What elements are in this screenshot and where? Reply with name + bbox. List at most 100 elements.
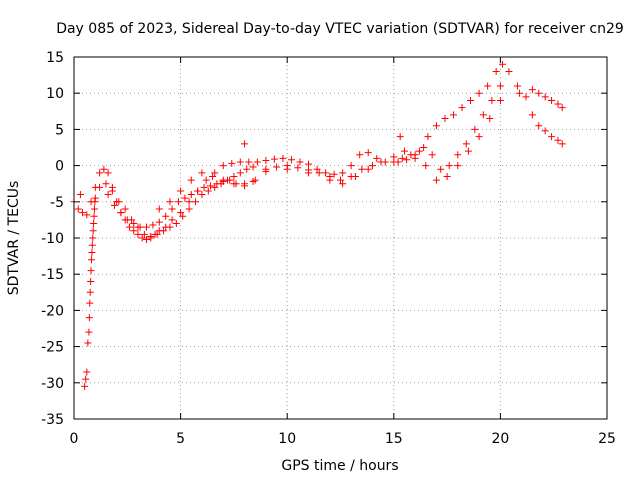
data-point <box>287 156 295 164</box>
data-point <box>347 162 355 170</box>
data-point <box>219 176 227 184</box>
x-tick-label: 5 <box>176 431 185 447</box>
data-point <box>202 176 210 184</box>
series-group <box>155 169 259 213</box>
data-point <box>96 183 104 191</box>
data-point <box>155 205 163 213</box>
data-point <box>475 133 483 141</box>
data-point <box>313 165 321 173</box>
data-point <box>102 180 110 188</box>
data-point <box>326 176 334 184</box>
data-point <box>351 172 359 180</box>
data-point <box>117 209 125 217</box>
data-point <box>364 149 372 157</box>
data-point <box>168 205 176 213</box>
data-point <box>432 122 440 130</box>
data-point <box>91 194 99 202</box>
y-tick-label: 10 <box>46 86 64 102</box>
data-point <box>445 162 453 170</box>
data-point <box>226 176 234 184</box>
data-point <box>420 144 428 151</box>
data-point <box>162 212 170 220</box>
data-point <box>499 60 507 68</box>
data-point <box>121 205 129 213</box>
data-point <box>166 198 174 206</box>
data-point <box>111 201 119 209</box>
data-point <box>115 198 123 206</box>
data-point <box>390 153 398 161</box>
data-point <box>394 158 402 166</box>
data-point <box>548 133 556 141</box>
data-point <box>213 180 221 188</box>
data-point <box>528 111 536 119</box>
data-point <box>138 234 146 242</box>
data-point <box>79 209 87 217</box>
data-point <box>181 194 189 202</box>
data-point <box>108 187 116 195</box>
data-point <box>123 216 131 224</box>
data-point <box>492 67 500 75</box>
data-point <box>424 133 432 141</box>
data-point <box>84 339 92 347</box>
data-point <box>484 82 492 90</box>
data-point <box>249 163 257 171</box>
y-tick-label: -35 <box>41 412 64 428</box>
data-point <box>270 155 278 163</box>
data-point <box>228 159 236 167</box>
data-point <box>206 182 214 190</box>
data-point <box>558 140 566 148</box>
data-point <box>147 233 155 241</box>
data-point <box>294 164 302 172</box>
data-point <box>454 162 462 170</box>
x-axis-label: GPS time / hours <box>281 458 398 474</box>
data-point <box>253 158 261 166</box>
data-point <box>88 241 96 249</box>
data-point <box>83 368 91 376</box>
data-point <box>177 187 185 195</box>
data-point <box>134 230 142 238</box>
data-point <box>273 163 281 171</box>
data-point <box>305 169 313 177</box>
x-tick-labels: 0 5 10 15 20 25 <box>70 431 616 447</box>
series-group <box>70 60 507 243</box>
data-point <box>104 191 112 199</box>
y-tick-label: -30 <box>41 376 64 392</box>
data-point <box>168 216 176 224</box>
data-point <box>125 223 133 231</box>
data-point <box>432 176 440 184</box>
data-point <box>458 104 466 112</box>
data-point <box>230 180 238 188</box>
data-point <box>464 147 472 155</box>
data-point <box>90 220 98 228</box>
data-point <box>209 172 217 180</box>
data-point <box>243 165 251 173</box>
data-point <box>251 176 259 184</box>
data-point <box>535 122 543 130</box>
data-point <box>136 223 144 231</box>
series-group <box>76 67 521 199</box>
data-point <box>377 158 385 166</box>
data-point <box>262 157 270 165</box>
data-point <box>86 288 94 296</box>
data-point <box>194 187 202 195</box>
data-point <box>411 154 419 162</box>
data-point <box>87 277 95 285</box>
data-point <box>89 227 97 235</box>
data-point <box>211 169 219 177</box>
data-point <box>187 176 195 184</box>
data-point <box>104 169 112 177</box>
data-point <box>88 248 96 256</box>
data-point <box>130 220 138 228</box>
data-point <box>505 67 513 75</box>
data-point <box>541 93 549 101</box>
data-point <box>185 198 193 206</box>
data-point <box>554 136 562 144</box>
data-point <box>428 151 436 159</box>
data-point <box>241 140 249 148</box>
data-point <box>85 314 93 322</box>
y-tick-label: -10 <box>41 231 64 247</box>
data-point <box>496 96 504 104</box>
data-point <box>245 158 253 166</box>
data-point <box>339 180 347 188</box>
data-point <box>337 176 344 184</box>
